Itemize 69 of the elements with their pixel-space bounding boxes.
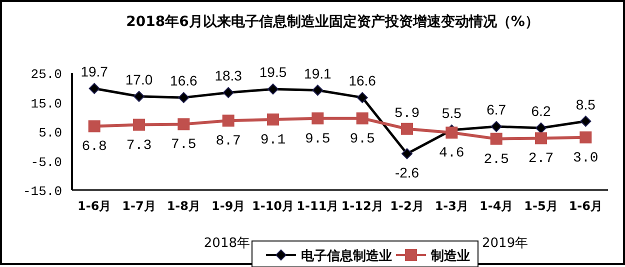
data-label: 3.0 <box>573 150 598 166</box>
data-label: 6.2 <box>531 102 551 119</box>
data-label: -2.6 <box>394 164 420 181</box>
data-label: 5.5 <box>442 105 462 122</box>
point <box>222 114 234 127</box>
point <box>88 120 100 132</box>
x-tick-label: 1-4月 <box>479 199 514 213</box>
y-tick-label: -5.0 <box>30 154 62 170</box>
data-label: 6.7 <box>486 102 506 118</box>
point <box>401 122 413 135</box>
y-tick-label: 25.0 <box>30 67 62 82</box>
point <box>312 84 324 96</box>
data-label: 16.6 <box>170 72 198 89</box>
y-tick-label: -15.0 <box>22 184 62 199</box>
point <box>580 116 592 127</box>
point <box>580 131 592 144</box>
point <box>536 122 546 134</box>
point <box>490 132 502 145</box>
point <box>356 112 368 124</box>
data-label: 19.1 <box>304 65 332 82</box>
x-tick-label: 1-6月 <box>568 199 603 213</box>
data-label: 7.3 <box>126 138 152 154</box>
data-label: 5.9 <box>394 106 420 122</box>
x-tick-label: 1-3月 <box>434 199 469 213</box>
x-tick-label: 1-7月 <box>122 199 156 213</box>
x-tick-label: 1-5月 <box>524 199 558 213</box>
point <box>446 126 458 139</box>
text: 2018年 <box>204 236 250 251</box>
data-label: 17.0 <box>125 71 153 88</box>
point <box>535 132 547 144</box>
text: 2019年 <box>482 236 528 251</box>
data-label: 8.7 <box>216 134 241 150</box>
data-label: 2.5 <box>484 152 509 168</box>
data-label: 4.6 <box>439 146 464 162</box>
x-tick-label: 1-6月 <box>77 199 112 213</box>
y-tick-label: 15.0 <box>30 96 62 112</box>
data-label: 9.5 <box>305 131 330 148</box>
point <box>134 90 144 102</box>
chart-title: 2018年6月以来电子信息制造业固定资产投资增速变动情况（%） <box>126 13 539 30</box>
legend-label: 制造业 <box>430 249 470 264</box>
data-label: 18.3 <box>214 68 242 84</box>
data-label: 7.5 <box>171 137 196 154</box>
data-label: 19.5 <box>259 64 287 80</box>
point <box>402 148 412 160</box>
data-label: 6.8 <box>82 139 107 156</box>
legend-label: 电子信息制造业 <box>301 248 392 264</box>
x-tick-label: 1-8月 <box>166 199 201 213</box>
data-label: 19.7 <box>80 64 108 80</box>
data-label: 16.6 <box>348 72 376 89</box>
point <box>312 112 324 124</box>
data-label: 8.5 <box>576 96 596 112</box>
point <box>133 118 145 131</box>
x-tick-label: 1-9月 <box>211 199 246 213</box>
data-label: 9.5 <box>350 131 375 148</box>
data-label: 9.1 <box>260 132 286 149</box>
x-tick-label: 1-11月 <box>296 199 339 213</box>
data-label: 2.7 <box>528 151 554 168</box>
x-tick-label: 1-12月 <box>341 199 384 213</box>
point <box>356 92 368 104</box>
point <box>222 87 234 98</box>
point <box>88 83 100 94</box>
y-tick-label: 5.0 <box>38 126 62 140</box>
point <box>178 92 190 104</box>
point <box>268 84 278 95</box>
point <box>490 121 502 132</box>
point <box>178 118 190 130</box>
point <box>267 114 279 126</box>
x-tick-label: 1-10月 <box>252 199 294 213</box>
x-tick-label: 1-2月 <box>390 199 424 213</box>
